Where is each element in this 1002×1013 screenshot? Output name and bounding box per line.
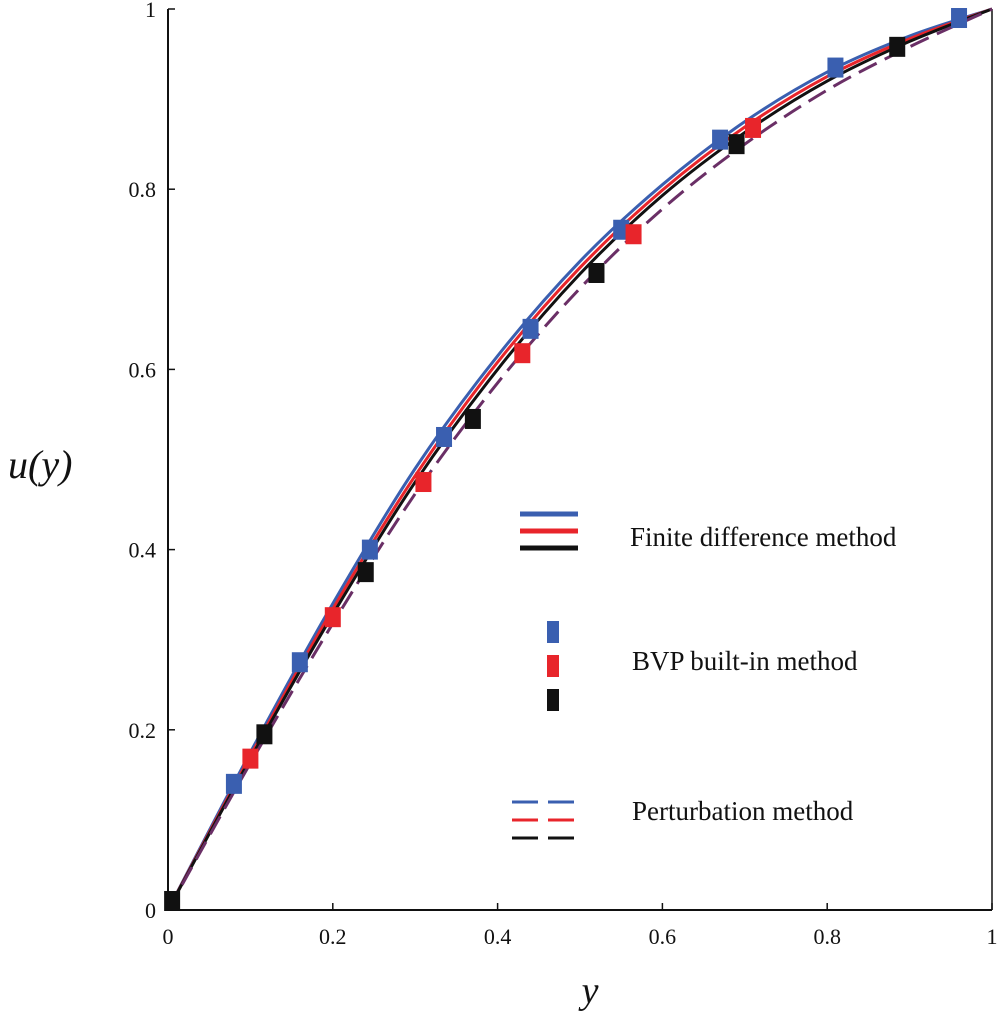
data-marker — [728, 134, 745, 155]
series-markers — [164, 8, 968, 911]
legend-swatch-marker — [547, 689, 559, 711]
series-line-0 — [166, 7, 993, 911]
x-tick-label: 0.4 — [484, 924, 512, 949]
y-tick-label: 0.8 — [129, 177, 157, 202]
x-tick-label: 1 — [987, 924, 998, 949]
y-tick-label: 1 — [145, 0, 156, 22]
data-marker — [415, 472, 432, 493]
y-tick-label: 0 — [145, 898, 156, 923]
legend-swatch-marker — [547, 655, 559, 677]
axes — [167, 9, 993, 911]
legend-swatches — [512, 511, 584, 840]
y-axis-title: u(y) — [8, 442, 72, 487]
series-line-2 — [166, 7, 993, 911]
data-marker — [745, 117, 762, 138]
legend-label-bvp: BVP built-in method — [632, 646, 858, 676]
data-marker — [613, 219, 630, 240]
y-tick-label: 0.4 — [129, 538, 157, 563]
data-marker — [514, 343, 531, 364]
x-tick-label: 0.2 — [319, 924, 347, 949]
x-tick-label: 0.6 — [649, 924, 677, 949]
data-marker — [357, 562, 374, 583]
x-tick-label: 0 — [163, 924, 174, 949]
data-marker — [588, 262, 605, 283]
data-marker — [164, 890, 181, 911]
legend: Finite difference method BVP built-in me… — [512, 511, 897, 840]
y-tick-label: 0.2 — [129, 718, 157, 743]
data-marker — [324, 607, 341, 628]
series-line-3 — [166, 7, 993, 911]
x-axis-title: y — [578, 970, 599, 1012]
data-marker — [951, 8, 968, 29]
data-marker — [464, 408, 481, 429]
legend-label-finite-difference: Finite difference method — [630, 522, 897, 552]
data-marker — [625, 224, 642, 245]
series-line-1 — [166, 7, 993, 911]
data-marker — [225, 773, 242, 794]
data-marker — [889, 36, 906, 57]
x-tick-label: 0.8 — [813, 924, 841, 949]
data-marker — [242, 748, 259, 769]
series-lines — [166, 7, 993, 911]
data-marker — [712, 129, 729, 150]
ticks: 0 0.2 0.4 0.6 0.8 1 0 0.2 0.4 0.6 0.8 1 — [129, 0, 998, 949]
legend-swatch-marker — [547, 621, 559, 643]
data-marker — [522, 318, 539, 339]
data-marker — [291, 652, 308, 673]
data-marker — [361, 539, 378, 560]
data-marker — [827, 57, 844, 78]
y-tick-label: 0.6 — [129, 357, 157, 382]
data-marker — [256, 724, 273, 745]
data-marker — [436, 426, 453, 447]
legend-label-perturbation: Perturbation method — [632, 796, 854, 826]
